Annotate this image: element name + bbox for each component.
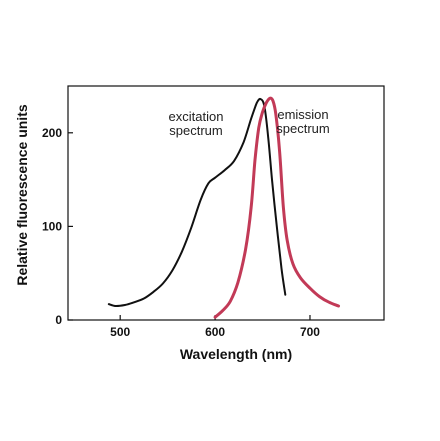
y-tick-label-200: 200 bbox=[42, 126, 62, 140]
emission-annotation-line-1: emission bbox=[277, 107, 328, 122]
y-tick-label-100: 100 bbox=[42, 219, 62, 233]
x-tick-label-700: 700 bbox=[300, 325, 320, 339]
plot-frame bbox=[67, 85, 385, 321]
y-tick-label-0: 0 bbox=[55, 313, 62, 327]
y-axis-title: Relative fluorescence units bbox=[14, 104, 30, 286]
x-tick-label-500: 500 bbox=[110, 325, 130, 339]
emission-series-line bbox=[213, 96, 340, 319]
emission-annotation-line-2: spectrum bbox=[276, 121, 329, 136]
x-tick-label-600: 600 bbox=[205, 325, 225, 339]
excitation-annotation-line-1: excitation bbox=[169, 109, 224, 124]
excitation-series-line bbox=[107, 97, 287, 308]
x-axis-title: Wavelength (nm) bbox=[180, 346, 292, 362]
excitation-annotation-line-2: spectrum bbox=[169, 123, 222, 138]
